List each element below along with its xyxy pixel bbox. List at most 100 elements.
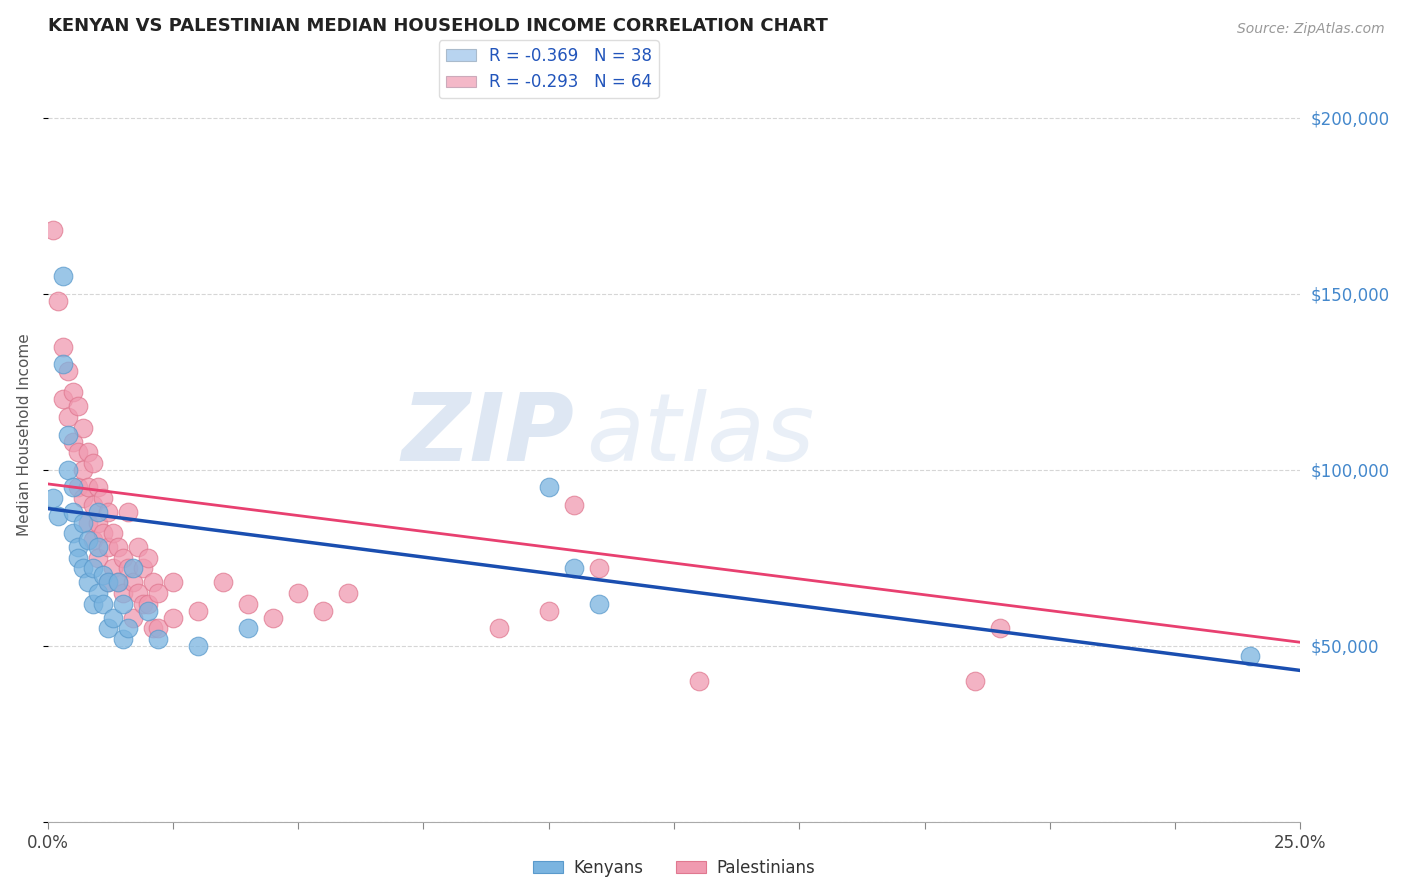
Point: [187, 604, 209, 618]
Point: [62, 480, 84, 494]
Point: [337, 586, 360, 600]
Point: [562, 498, 585, 512]
Point: [488, 621, 510, 635]
Point: [101, 610, 124, 624]
Point: [111, 597, 134, 611]
Point: [52, 357, 75, 371]
Point: [111, 550, 134, 565]
Point: [87, 550, 110, 565]
Point: [97, 575, 120, 590]
Point: [97, 505, 120, 519]
Point: [66, 550, 89, 565]
Point: [963, 673, 986, 688]
Point: [236, 597, 259, 611]
Point: [41, 491, 63, 505]
Point: [127, 586, 149, 600]
Point: [87, 586, 110, 600]
Point: [537, 480, 560, 494]
Point: [142, 621, 165, 635]
Text: atlas: atlas: [586, 389, 814, 480]
Point: [162, 610, 184, 624]
Point: [117, 621, 139, 635]
Point: [562, 561, 585, 575]
Point: [97, 541, 120, 555]
Point: [121, 575, 143, 590]
Point: [107, 541, 129, 555]
Point: [52, 269, 75, 284]
Point: [588, 561, 610, 575]
Point: [62, 505, 84, 519]
Point: [72, 516, 94, 530]
Point: [82, 561, 104, 575]
Point: [41, 223, 63, 237]
Point: [56, 364, 79, 378]
Point: [87, 541, 110, 555]
Point: [146, 621, 169, 635]
Point: [52, 392, 75, 407]
Point: [82, 456, 104, 470]
Text: KENYAN VS PALESTINIAN MEDIAN HOUSEHOLD INCOME CORRELATION CHART: KENYAN VS PALESTINIAN MEDIAN HOUSEHOLD I…: [48, 17, 828, 35]
Point: [111, 586, 134, 600]
Point: [146, 632, 169, 646]
Point: [101, 561, 124, 575]
Point: [72, 491, 94, 505]
Point: [62, 526, 84, 541]
Point: [136, 604, 159, 618]
Point: [72, 420, 94, 434]
Point: [1239, 649, 1261, 664]
Point: [162, 575, 184, 590]
Point: [132, 597, 155, 611]
Point: [66, 541, 89, 555]
Point: [56, 463, 79, 477]
Point: [121, 561, 143, 575]
Point: [97, 575, 120, 590]
Point: [76, 516, 98, 530]
Point: [87, 516, 110, 530]
Point: [688, 673, 710, 688]
Point: [72, 463, 94, 477]
Point: [132, 561, 155, 575]
Point: [91, 597, 114, 611]
Point: [117, 505, 139, 519]
Point: [66, 400, 89, 414]
Point: [76, 480, 98, 494]
Point: [121, 610, 143, 624]
Point: [212, 575, 235, 590]
Point: [76, 575, 98, 590]
Point: [111, 632, 134, 646]
Point: [136, 550, 159, 565]
Point: [82, 498, 104, 512]
Text: ZIP: ZIP: [401, 389, 574, 481]
Point: [97, 621, 120, 635]
Point: [262, 610, 284, 624]
Point: [146, 586, 169, 600]
Point: [62, 385, 84, 400]
Point: [537, 604, 560, 618]
Point: [312, 604, 335, 618]
Point: [107, 575, 129, 590]
Point: [87, 480, 110, 494]
Y-axis label: Median Household Income: Median Household Income: [17, 334, 32, 536]
Point: [46, 508, 69, 523]
Point: [107, 575, 129, 590]
Text: Source: ZipAtlas.com: Source: ZipAtlas.com: [1237, 22, 1385, 37]
Point: [136, 597, 159, 611]
Point: [91, 526, 114, 541]
Point: [187, 639, 209, 653]
Point: [127, 541, 149, 555]
Point: [82, 597, 104, 611]
Point: [52, 340, 75, 354]
Point: [56, 427, 79, 442]
Point: [117, 561, 139, 575]
Point: [46, 293, 69, 308]
Point: [91, 491, 114, 505]
Legend: Kenyans, Palestinians: Kenyans, Palestinians: [526, 852, 821, 883]
Point: [588, 597, 610, 611]
Point: [988, 621, 1011, 635]
Point: [72, 561, 94, 575]
Point: [66, 480, 89, 494]
Point: [56, 409, 79, 424]
Point: [82, 533, 104, 548]
Point: [62, 434, 84, 449]
Point: [287, 586, 309, 600]
